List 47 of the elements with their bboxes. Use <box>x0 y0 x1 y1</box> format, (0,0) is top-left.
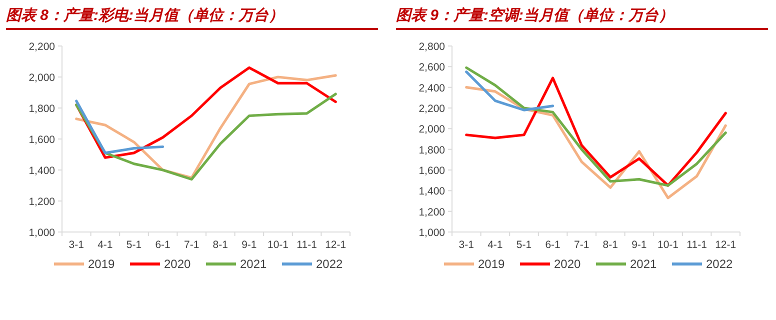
x-tick-label: 12-1 <box>325 239 346 251</box>
x-tick-label: 10-1 <box>267 239 289 251</box>
legend-label: 2019 <box>478 257 506 271</box>
y-tick-label: 1,200 <box>28 196 56 208</box>
legend-label: 2022 <box>706 257 734 271</box>
x-tick-label: 8-1 <box>212 239 228 251</box>
x-tick-label: 10-1 <box>657 239 679 251</box>
y-tick-label: 2,000 <box>28 72 56 84</box>
x-tick-label: 11-1 <box>296 239 318 251</box>
x-tick-label: 9-1 <box>242 239 257 251</box>
x-tick-label: 5-1 <box>516 239 532 251</box>
x-tick-label: 7-1 <box>184 239 200 251</box>
y-tick-label: 1,600 <box>418 165 446 177</box>
y-tick-label: 1,800 <box>28 103 56 115</box>
x-tick-label: 4-1 <box>488 239 503 251</box>
x-tick-label: 3-1 <box>68 239 84 251</box>
legend-label: 2021 <box>240 257 268 271</box>
legend-label: 2019 <box>88 257 116 271</box>
y-tick-label: 1,400 <box>418 186 446 198</box>
chart-title: 图表 8：产量:彩电:当月值（单位：万台） <box>6 6 378 30</box>
legend-label: 2020 <box>164 257 192 271</box>
y-tick-label: 1,000 <box>418 227 446 239</box>
y-tick-label: 2,000 <box>418 124 446 136</box>
y-tick-label: 2,400 <box>418 82 446 94</box>
x-tick-label: 3-1 <box>458 239 474 251</box>
y-tick-label: 1,800 <box>418 144 446 156</box>
x-tick-label: 11-1 <box>686 239 708 251</box>
y-tick-label: 2,600 <box>418 62 446 74</box>
x-tick-label: 4-1 <box>98 239 113 251</box>
x-tick-label: 6-1 <box>155 239 171 251</box>
x-tick-label: 6-1 <box>545 239 561 251</box>
y-tick-label: 1,600 <box>28 134 56 146</box>
y-tick-label: 2,800 <box>418 41 446 53</box>
x-tick-label: 7-1 <box>574 239 590 251</box>
legend-label: 2021 <box>630 257 658 271</box>
y-tick-label: 2,200 <box>28 41 56 53</box>
legend-label: 2022 <box>316 257 344 271</box>
y-tick-label: 2,200 <box>418 103 446 115</box>
y-tick-label: 1,400 <box>28 165 56 177</box>
y-tick-label: 1,000 <box>28 227 56 239</box>
x-tick-label: 9-1 <box>632 239 647 251</box>
y-tick-label: 1,200 <box>418 206 446 218</box>
legend-label: 2020 <box>554 257 582 271</box>
chart-title: 图表 9：产量:空调:当月值（单位：万台） <box>396 6 768 30</box>
x-tick-label: 12-1 <box>715 239 736 251</box>
x-tick-label: 8-1 <box>602 239 618 251</box>
x-tick-label: 5-1 <box>126 239 142 251</box>
